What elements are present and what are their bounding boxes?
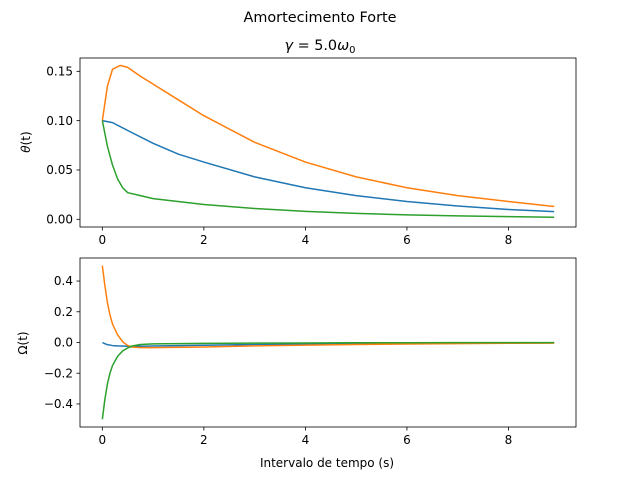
figure-suptitle: Amortecimento Forte [244, 10, 397, 26]
theta-axes-frame [79, 57, 577, 228]
omega-y-tick-label: −0.4 [44, 397, 73, 411]
axes-theta-title: γ = 5.0ω0 [284, 38, 355, 56]
omega-y-tick-label: 0.4 [54, 274, 73, 288]
omega-x-tick-label: 4 [302, 433, 310, 447]
theta-x-tick-label: 2 [200, 233, 208, 247]
axes-omega-xlabel: Intervalo de tempo (s) [260, 456, 394, 470]
theta-series-line-3 [101, 120, 555, 218]
theta-y-tick-label: 0.15 [46, 65, 73, 79]
theta-x-tick-label: 4 [302, 233, 310, 247]
theta-series-line-2 [101, 64, 555, 208]
axes-theta: γ = 5.0ω0 θ(t) 0 2 4 6 8 0.00 0.05 0.10 0.15 [19, 38, 577, 247]
theta-y-tick-label: 0.00 [46, 213, 73, 227]
theta-x-tick-label: 0 [99, 233, 107, 247]
theta-y-tick-label: 0.05 [46, 163, 73, 177]
omega-x-tick-label: 6 [403, 433, 411, 447]
omega-series-line-3 [101, 341, 555, 420]
omega-y-tick-label: 0.0 [54, 336, 73, 350]
omega-x-tick-label: 0 [99, 433, 107, 447]
axes-omega-ylabel: Ω(t) [16, 331, 30, 354]
omega-y-tick-label: 0.2 [54, 305, 73, 319]
omega-x-tick-label: 8 [505, 433, 513, 447]
theta-x-tick-label: 6 [403, 233, 411, 247]
omega-y-tick-label: −0.2 [44, 366, 73, 380]
omega-x-tick-label: 2 [200, 433, 208, 447]
theta-series-line-1 [102, 119, 555, 213]
theta-y-tick-label: 0.10 [46, 114, 73, 128]
axes-omega: Ω(t) Intervalo de tempo (s) 0 2 4 6 8 −0.4 −0.… [16, 257, 577, 470]
omega-series-line-2 [101, 265, 555, 349]
theta-x-tick-label: 8 [505, 233, 513, 247]
axes-theta-ylabel: θ(t) [19, 131, 33, 152]
